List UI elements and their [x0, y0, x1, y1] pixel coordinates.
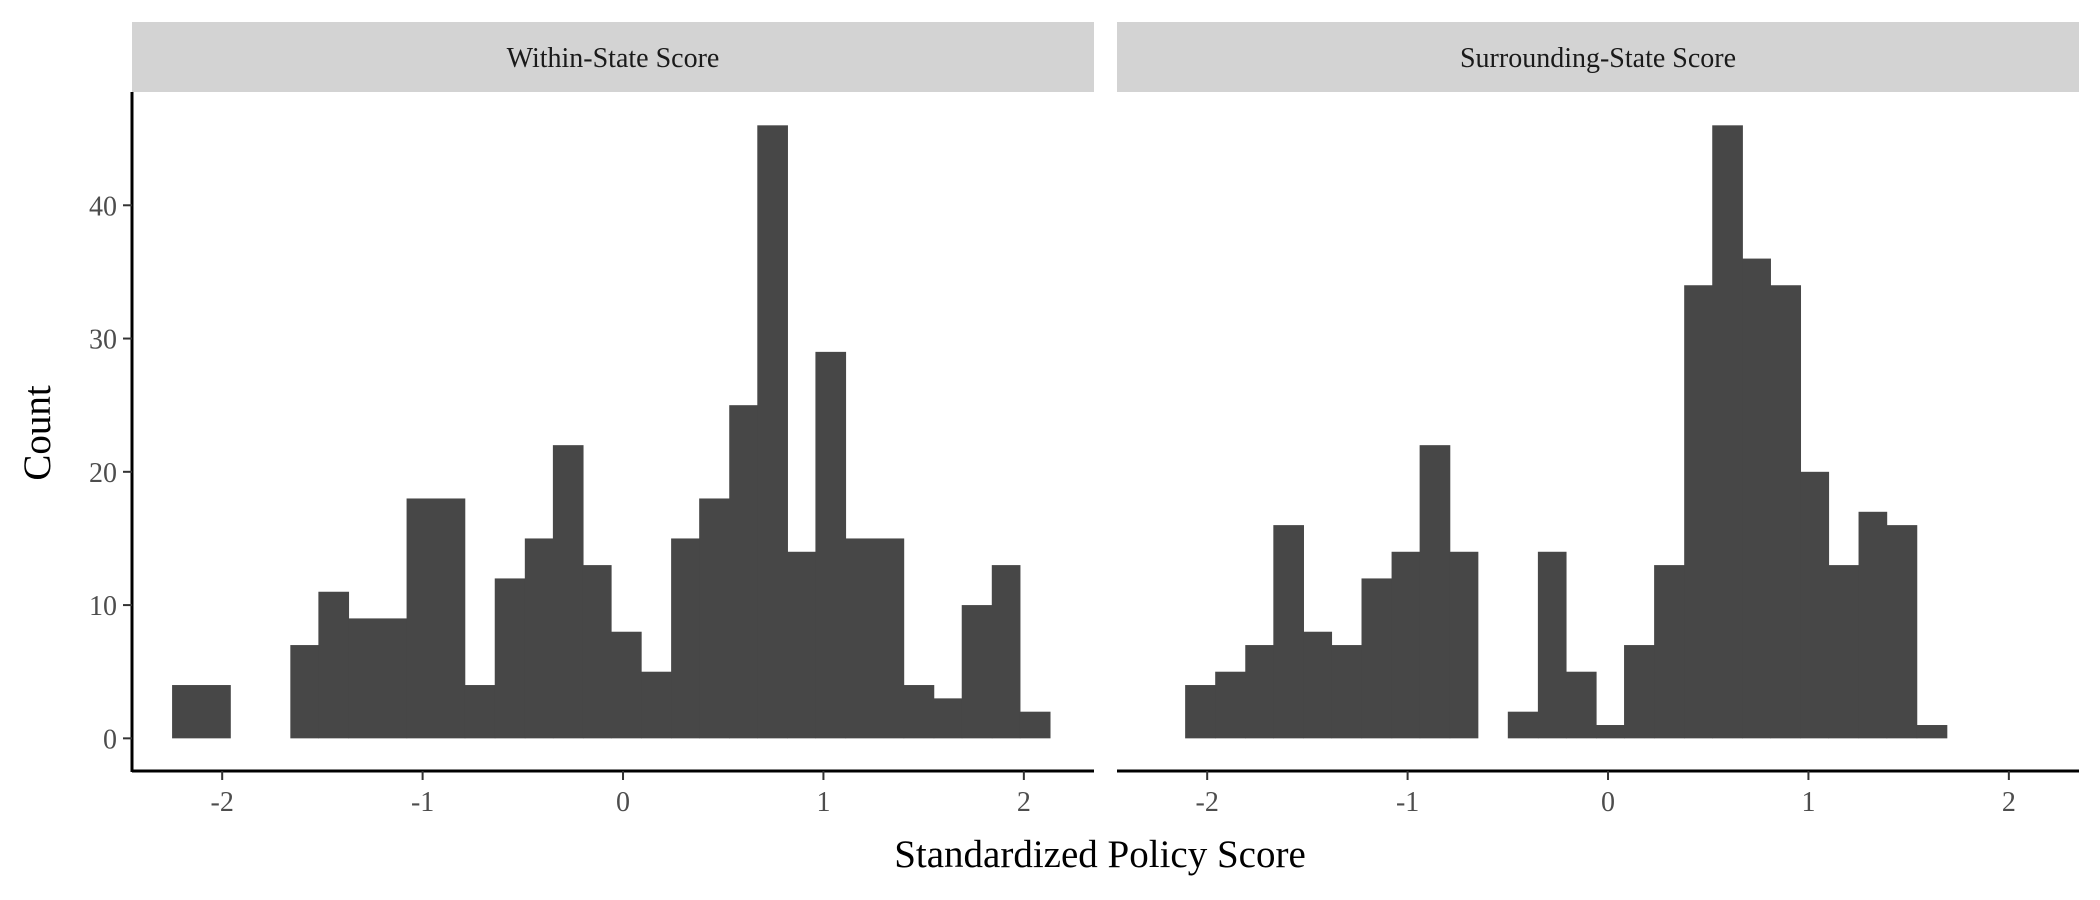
facet-strip: [1117, 22, 2079, 92]
histogram-bar: [1770, 285, 1802, 739]
histogram-bar: [729, 405, 758, 739]
y-axis-title: Count: [16, 385, 59, 481]
histogram-bar: [1624, 645, 1655, 739]
x-tick-label: -2: [211, 787, 234, 818]
histogram-bar: [815, 351, 847, 739]
histogram-bar: [1273, 525, 1304, 739]
histogram-bar: [494, 578, 526, 739]
histogram-bar: [1858, 511, 1888, 739]
histogram-bar: [1303, 631, 1333, 739]
x-tick-label: 0: [1601, 787, 1615, 818]
facet-strip-title: Within-State Score: [507, 43, 720, 74]
histogram-bar: [1245, 645, 1274, 739]
histogram-bar: [1565, 671, 1597, 739]
histogram-bar: [671, 538, 700, 739]
histogram-bar: [1391, 551, 1421, 739]
x-tick-label: -1: [411, 787, 434, 818]
histogram-bar: [1916, 725, 1948, 739]
x-tick-label: 1: [816, 787, 830, 818]
x-tick-label: 2: [1017, 787, 1031, 818]
histogram-bar: [1800, 471, 1830, 739]
facet-panels: Within-State Score-2 -1 0 1 2010203040Surrou…: [89, 22, 2079, 818]
histogram-bar: [1419, 445, 1451, 739]
histogram-bar: [1215, 671, 1246, 739]
facet-strip-title: Surrounding-State Score: [1460, 43, 1736, 74]
x-tick-label: 2: [2002, 787, 2016, 818]
histogram-bar: [1361, 578, 1393, 739]
histogram-bar: [552, 445, 584, 739]
histogram-bar: [1742, 258, 1771, 739]
x-tick-label: 0: [616, 787, 630, 818]
histogram-bar: [348, 618, 408, 739]
x-tick-label: 1: [1801, 787, 1815, 818]
histogram-bar: [1185, 685, 1216, 739]
histogram-bar: [1712, 125, 1743, 739]
histogram-bar: [524, 538, 554, 739]
histogram-bar: [845, 538, 905, 739]
histogram-bar: [1537, 551, 1567, 739]
histogram-bar: [464, 685, 496, 739]
y-tick-label: 30: [89, 325, 117, 356]
histogram-bar: [1596, 725, 1625, 739]
histogram-bar: [318, 591, 350, 739]
histogram-bar: [991, 565, 1021, 739]
x-axis-title: Standardized Policy Score: [894, 833, 1306, 876]
histogram-bar: [172, 685, 231, 739]
histogram-bar: [582, 565, 612, 739]
histogram-bar: [406, 498, 466, 739]
histogram-bar: [699, 498, 730, 739]
y-tick-label: 40: [89, 191, 117, 222]
histogram-bar: [787, 551, 817, 739]
histogram-bar: [903, 685, 935, 739]
histogram-bar: [757, 125, 788, 739]
facet-strip: [132, 22, 1094, 92]
y-tick-label: 10: [89, 591, 117, 622]
y-tick-label: 20: [89, 458, 117, 489]
histogram-bar: [933, 698, 963, 739]
x-tick-label: -2: [1196, 787, 1219, 818]
histogram-bar: [1828, 565, 1860, 739]
histogram-bar: [1654, 565, 1685, 739]
histogram-bar: [961, 605, 993, 739]
histogram-bar: [1019, 711, 1051, 739]
histogram-bar: [1507, 711, 1539, 739]
histogram-bar: [1449, 551, 1479, 739]
histogram-bar: [611, 631, 642, 739]
histogram-bar: [290, 645, 319, 739]
facet-panel-2: Surrounding-State Score -2 -1 0 1 2: [1117, 22, 2079, 818]
histogram-bar: [1684, 285, 1713, 739]
histogram-bar: [641, 671, 672, 739]
histogram-bar: [1331, 645, 1363, 739]
y-tick-label: 0: [103, 724, 117, 755]
histogram-bar: [1886, 525, 1918, 739]
x-tick-label: -1: [1396, 787, 1419, 818]
